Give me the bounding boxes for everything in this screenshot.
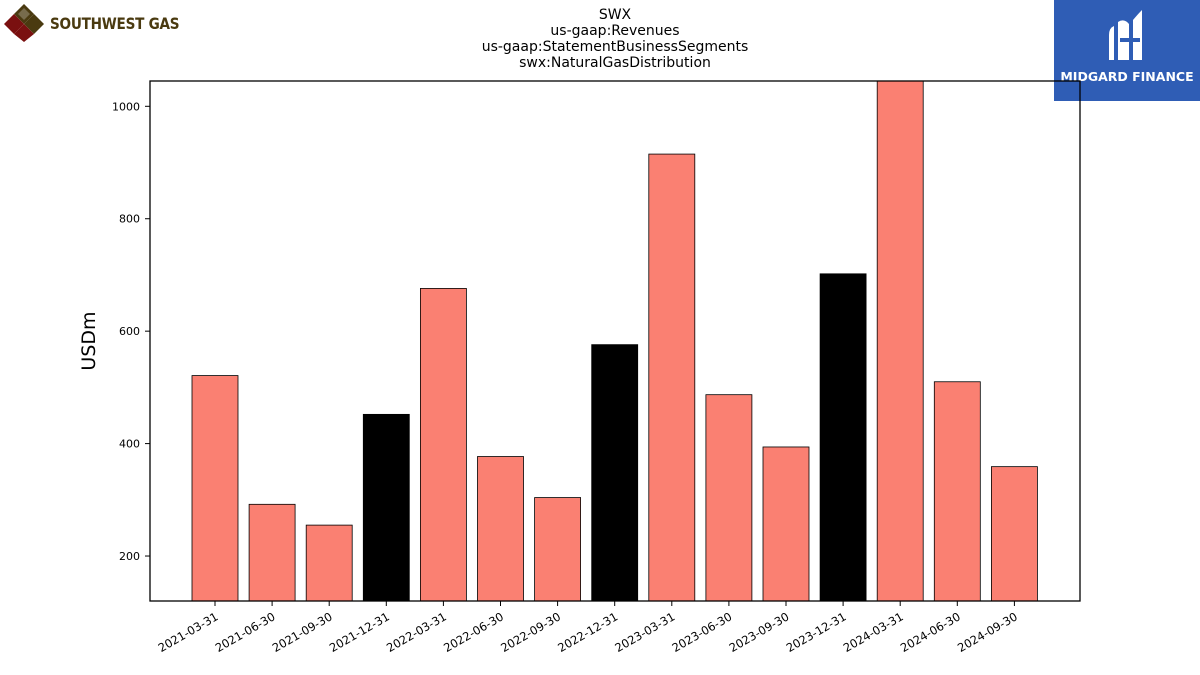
bar-2023-09-30 xyxy=(762,446,810,602)
bar-2024-03-31 xyxy=(876,80,924,602)
x-tick-label-2021-06-30: 2021-06-30 xyxy=(213,609,278,655)
southwest-gas-emblem-icon xyxy=(4,4,44,42)
bar-2023-12-31 xyxy=(819,273,867,602)
y-tick-label-800: 800 xyxy=(119,213,140,226)
bar-2024-09-30 xyxy=(991,466,1038,602)
bar-2023-03-31 xyxy=(648,153,696,602)
x-tick-label-2023-03-31: 2023-03-31 xyxy=(612,609,677,655)
bars-layer xyxy=(191,80,1038,602)
bar-2024-06-30 xyxy=(933,381,981,602)
x-tick-label-2021-03-31: 2021-03-31 xyxy=(156,609,221,655)
chart-subtitle-3: swx:NaturalGasDistribution xyxy=(519,55,711,71)
southwest-gas-logo: SOUTHWEST GAS xyxy=(4,4,202,42)
chart-title-block: SWX us-gaap:Revenues us-gaap:StatementBu… xyxy=(465,7,765,71)
bar-2021-06-30 xyxy=(248,503,296,602)
chart-title: SWX xyxy=(598,7,632,23)
x-tick-label-2022-09-30: 2022-09-30 xyxy=(498,609,563,655)
midgard-finance-wordmark: MIDGARD FINANCE xyxy=(1060,69,1194,84)
midgard-finance-logo: MIDGARD FINANCE xyxy=(1054,0,1200,101)
x-tick-label-2022-03-31: 2022-03-31 xyxy=(384,609,449,655)
bar-2022-09-30 xyxy=(534,497,581,602)
bar-2022-03-31 xyxy=(419,288,467,602)
x-tick-label-2024-03-31: 2024-03-31 xyxy=(841,609,906,655)
x-tick-label-2023-09-30: 2023-09-30 xyxy=(727,609,792,655)
bar-2023-06-30 xyxy=(705,394,753,602)
y-tick-label-1000: 1000 xyxy=(112,100,140,113)
x-tick-label-2024-06-30: 2024-06-30 xyxy=(898,609,963,655)
y-tick-label-600: 600 xyxy=(119,325,140,338)
x-tick-label-2021-09-30: 2021-09-30 xyxy=(270,609,335,655)
x-tick-label-2022-12-31: 2022-12-31 xyxy=(555,609,620,655)
x-tick-label-2024-09-30: 2024-09-30 xyxy=(955,609,1020,655)
midgard-m-emblem-icon xyxy=(1109,10,1142,60)
bar-2021-09-30 xyxy=(305,524,353,602)
x-tick-label-2022-06-30: 2022-06-30 xyxy=(441,609,506,655)
y-axis-label: USDm xyxy=(78,311,100,370)
chart-subtitle-1: us-gaap:Revenues xyxy=(550,23,680,39)
bar-2021-12-31 xyxy=(362,413,410,602)
bar-2022-06-30 xyxy=(477,456,524,602)
x-tick-label-2023-12-31: 2023-12-31 xyxy=(784,609,849,655)
chart-subtitle-2: us-gaap:StatementBusinessSegments xyxy=(481,39,749,55)
y-tick-label-200: 200 xyxy=(119,550,140,563)
y-tick-label-400: 400 xyxy=(119,438,140,451)
x-tick-label-2021-12-31: 2021-12-31 xyxy=(327,609,392,655)
x-tick-label-2023-06-30: 2023-06-30 xyxy=(670,609,735,655)
southwest-gas-wordmark: SOUTHWEST GAS xyxy=(50,13,180,33)
bar-2022-12-31 xyxy=(591,344,639,602)
bar-2021-03-31 xyxy=(191,375,239,602)
